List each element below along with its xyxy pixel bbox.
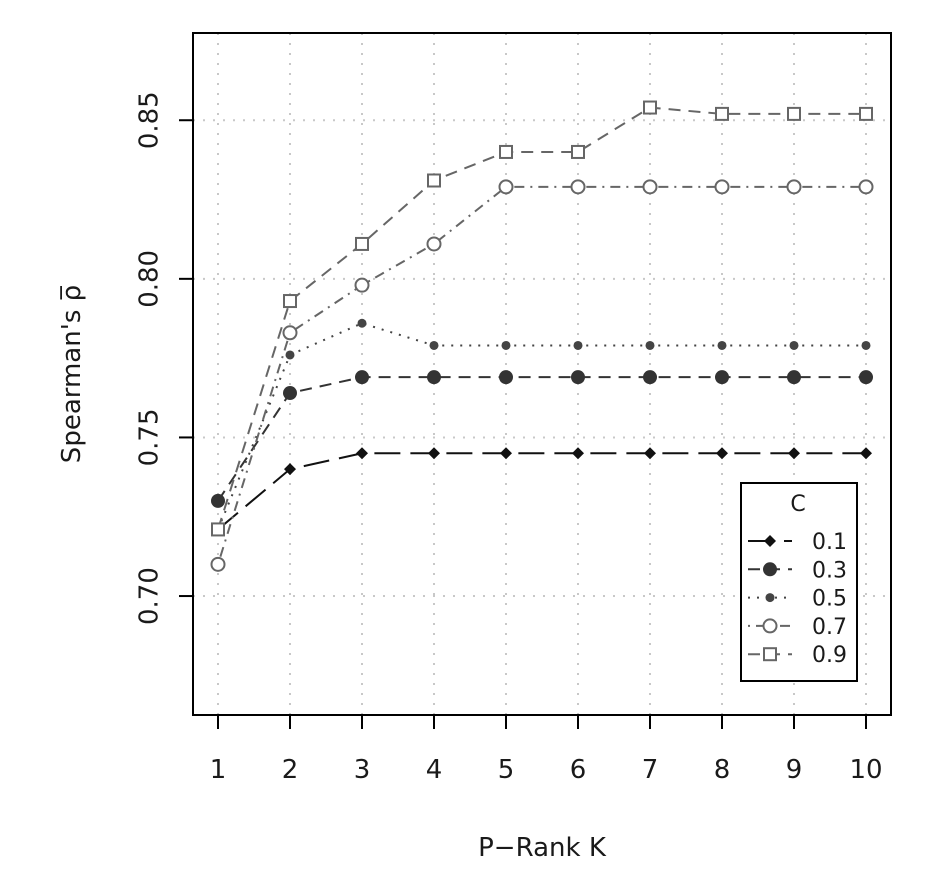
data-point xyxy=(789,340,799,350)
x-tick-label: 10 xyxy=(849,755,882,785)
plot-frame xyxy=(192,32,892,716)
data-point xyxy=(284,463,296,476)
data-point xyxy=(427,173,441,188)
series-0.9 xyxy=(211,100,873,537)
data-point xyxy=(858,179,874,195)
y-tick-label: 0.70 xyxy=(135,567,165,625)
data-point xyxy=(571,370,585,385)
data-point xyxy=(570,179,586,195)
x-axis-title: P−Rank K xyxy=(478,833,607,863)
data-point xyxy=(355,236,369,251)
data-point xyxy=(861,340,871,350)
legend-item: 0.9 xyxy=(748,643,847,668)
data-point xyxy=(716,447,728,460)
x-tick-label: 4 xyxy=(426,755,443,785)
data-point xyxy=(283,294,297,309)
data-point xyxy=(285,350,295,360)
data-point xyxy=(645,340,655,350)
series-0.1 xyxy=(212,447,872,536)
y-axis-title: Spearman's ρ̅ xyxy=(57,285,87,463)
data-point xyxy=(859,370,873,385)
data-point xyxy=(282,325,298,341)
series-line xyxy=(217,322,866,530)
y-axis: 0.70 0.75 0.80 0.85 xyxy=(135,91,193,625)
x-tick-label: 6 xyxy=(570,755,587,785)
data-point xyxy=(787,106,801,121)
legend-label: 0.5 xyxy=(812,587,847,612)
data-point xyxy=(643,370,657,385)
data-point xyxy=(860,447,872,460)
x-tick-label: 2 xyxy=(282,755,299,785)
data-point xyxy=(715,106,729,121)
legend: C 0.1 0.3 0.5 0.7 0.9 xyxy=(740,482,858,682)
legend-box xyxy=(740,482,858,682)
legend-item: 0.3 xyxy=(748,558,847,583)
data-point xyxy=(499,144,513,159)
data-point xyxy=(428,447,440,460)
data-point xyxy=(643,100,657,115)
data-point xyxy=(644,447,656,460)
legend-label: 0.9 xyxy=(812,643,847,668)
x-tick-label: 8 xyxy=(714,755,731,785)
x-tick-label: 3 xyxy=(354,755,371,785)
data-point xyxy=(283,386,297,401)
data-point xyxy=(714,179,730,195)
data-point xyxy=(211,493,225,508)
data-point xyxy=(572,447,584,460)
data-point xyxy=(715,370,729,385)
legend-marker xyxy=(763,562,777,577)
data-point xyxy=(571,144,585,159)
series-layer xyxy=(210,100,874,572)
series-line xyxy=(217,106,866,530)
legend-label: 0.1 xyxy=(812,530,847,555)
series-line xyxy=(217,376,866,502)
data-point xyxy=(573,340,583,350)
series-0.3 xyxy=(211,370,873,508)
x-tick-label: 9 xyxy=(786,755,803,785)
legend-title: C xyxy=(790,492,805,517)
data-point xyxy=(788,447,800,460)
legend-marker xyxy=(764,535,776,547)
x-axis: 1 2 3 4 5 6 7 8 9 10 xyxy=(210,715,883,785)
data-point xyxy=(498,179,514,195)
data-point xyxy=(211,522,225,537)
x-tick-label: 1 xyxy=(210,755,227,785)
data-point xyxy=(210,556,226,572)
y-tick-label: 0.85 xyxy=(135,91,165,149)
legend-marker xyxy=(763,647,777,662)
legend-item: 0.1 xyxy=(748,530,847,555)
y-tick-label: 0.75 xyxy=(135,408,165,466)
legend-item: 0.5 xyxy=(748,587,847,612)
data-point xyxy=(499,370,513,385)
x-tick-label: 7 xyxy=(642,755,659,785)
data-point xyxy=(356,447,368,460)
series-0.7 xyxy=(210,179,874,572)
data-point xyxy=(787,370,801,385)
data-point xyxy=(427,370,441,385)
data-point xyxy=(501,340,511,350)
data-point xyxy=(717,340,727,350)
y-tick-label: 0.80 xyxy=(135,250,165,308)
data-point xyxy=(355,370,369,385)
series-line xyxy=(217,452,866,531)
data-point xyxy=(357,318,367,328)
data-point xyxy=(859,106,873,121)
series-line xyxy=(217,185,866,565)
legend-label: 0.3 xyxy=(812,558,847,583)
data-point xyxy=(500,447,512,460)
data-point xyxy=(354,277,370,293)
data-point xyxy=(786,179,802,195)
data-point xyxy=(642,179,658,195)
legend-item: 0.7 xyxy=(748,615,847,640)
data-point xyxy=(429,340,439,350)
legend-marker xyxy=(762,618,778,634)
data-point xyxy=(426,236,442,252)
x-tick-label: 5 xyxy=(498,755,515,785)
legend-marker xyxy=(765,593,775,603)
legend-label: 0.7 xyxy=(812,615,847,640)
